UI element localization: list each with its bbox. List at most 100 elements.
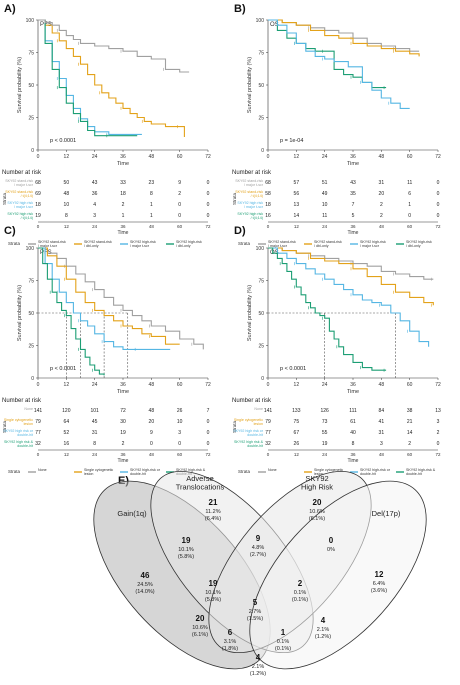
- risk-cell: 16: [265, 213, 271, 219]
- risk-tick-label: 60: [407, 224, 413, 229]
- risk-tick-label: 72: [205, 452, 211, 457]
- x-axis-label: Time: [117, 389, 129, 395]
- legend-label: Single cytogenetic lesion: [84, 468, 113, 476]
- risk-cell: 0: [150, 441, 153, 447]
- risk-cell: 101: [90, 408, 99, 414]
- risk-cell: 0: [408, 213, 411, 219]
- risk-cell: 64: [64, 419, 70, 425]
- legend-strata-label: Strata: [8, 241, 21, 246]
- risk-cell: 0: [207, 441, 210, 447]
- risk-cell: 13: [294, 202, 300, 208]
- risk-cell: 67: [294, 430, 300, 436]
- risk-cell: 23: [149, 180, 155, 186]
- risk-cell: 3: [380, 441, 383, 447]
- venn-region-count: 19: [182, 536, 191, 545]
- risk-cell: 48: [149, 408, 155, 414]
- risk-cell: 126: [320, 408, 329, 414]
- risk-cell: 11: [322, 213, 327, 219]
- risk-cell: 0: [178, 202, 181, 208]
- venn-region-count: 2: [298, 579, 303, 588]
- risk-cell: 3: [437, 419, 440, 425]
- p-value: p < 0.0001: [50, 366, 76, 372]
- risk-cell: 11: [407, 180, 412, 186]
- venn-region-percent: 3.1%: [224, 639, 237, 645]
- x-tick-label: 36: [120, 382, 126, 388]
- risk-cell: 49: [322, 191, 328, 197]
- risk-tick-label: 60: [177, 452, 183, 457]
- risk-cell: 0: [437, 213, 440, 219]
- survival-curve-blue: [38, 247, 171, 350]
- risk-tick-label: 12: [294, 224, 300, 229]
- legend-label: SKY92 stand-risk / major t-scr: [268, 240, 296, 248]
- risk-row-label: SKY92 stand-risk / t(4;14): [235, 190, 263, 198]
- risk-cell: 77: [35, 430, 41, 436]
- risk-row-label: Single cytogenetic lesion: [234, 418, 263, 426]
- y-tick-label: 25: [258, 116, 264, 122]
- risk-row-label: SKY92 high risk / t(4;14): [7, 212, 33, 220]
- x-tick-label: 12: [294, 154, 300, 160]
- risk-cell: 52: [64, 430, 70, 436]
- legend-strata-label: Strata: [238, 241, 251, 246]
- risk-cell: 14: [294, 213, 300, 219]
- risk-cell: 69: [35, 191, 41, 197]
- y-tick-label: 50: [258, 83, 264, 89]
- legend-label: SKY92 stand-risk / dbl-only: [314, 240, 342, 248]
- legend-label: None: [268, 468, 277, 472]
- risk-cell: 36: [92, 191, 98, 197]
- risk-cell: 0: [178, 213, 181, 219]
- venn-region-percent-total: (6.1%): [309, 516, 325, 522]
- risk-tick-label: 0: [267, 224, 270, 229]
- x-tick-label: 36: [350, 382, 356, 388]
- risk-cell: 68: [265, 180, 271, 186]
- risk-cell: 6: [408, 191, 411, 197]
- risk-table-title: Number at risk: [232, 170, 272, 176]
- x-tick-label: 72: [205, 154, 211, 160]
- risk-tick-label: 12: [64, 224, 70, 229]
- x-tick-label: 12: [64, 382, 70, 388]
- y-tick-label: 100: [256, 18, 265, 24]
- venn-region-percent: 10.6%: [192, 625, 208, 631]
- risk-axis-label: Time: [118, 230, 129, 236]
- risk-tick-label: 24: [92, 452, 98, 457]
- risk-cell: 2: [380, 213, 383, 219]
- venn-region-count: 9: [256, 534, 261, 543]
- risk-cell: 79: [35, 419, 41, 425]
- survival-curve-grey: [38, 247, 204, 350]
- risk-cell: 19: [322, 441, 328, 447]
- risk-tick-label: 60: [407, 452, 413, 457]
- risk-tick-label: 48: [379, 224, 385, 229]
- venn-region-percent-total: (2.7%): [250, 552, 266, 558]
- risk-tick-label: 72: [435, 452, 441, 457]
- risk-cell: 68: [35, 180, 41, 186]
- risk-cell: 84: [379, 408, 385, 414]
- risk-cell: 3: [178, 430, 181, 436]
- risk-cell: 8: [150, 191, 153, 197]
- venn-region-percent: 4.8%: [252, 545, 265, 551]
- risk-cell: 0: [437, 191, 440, 197]
- panel-e-venn: E) Gain(1q) Adverse Translocations SKY92 High…: [93, 470, 427, 677]
- risk-cell: 18: [265, 202, 271, 208]
- risk-cell: 10: [177, 419, 183, 425]
- venn-region-count: 1: [281, 628, 286, 637]
- risk-cell: 32: [35, 441, 41, 447]
- survival-curve-green: [38, 19, 138, 137]
- venn-region-percent-total: (6.1%): [192, 632, 208, 638]
- venn-region-count: 12: [375, 570, 384, 579]
- risk-cell: 38: [407, 408, 413, 414]
- venn-region-percent-total: (1.2%): [250, 671, 266, 677]
- x-tick-label: 72: [435, 154, 441, 160]
- risk-cell: 9: [150, 430, 153, 436]
- risk-tick-label: 0: [37, 224, 40, 229]
- venn-region-percent: 10.1%: [205, 590, 221, 596]
- venn-region-percent-total: (6.4%): [205, 516, 221, 522]
- x-tick-label: 24: [92, 382, 98, 388]
- survival-curve-orange: [38, 247, 180, 345]
- survival-curve-orange: [268, 247, 434, 306]
- x-tick-label: 0: [37, 382, 40, 388]
- risk-cell: 61: [350, 419, 356, 425]
- x-axis-label: Time: [117, 161, 129, 167]
- y-tick-label: 25: [28, 344, 34, 350]
